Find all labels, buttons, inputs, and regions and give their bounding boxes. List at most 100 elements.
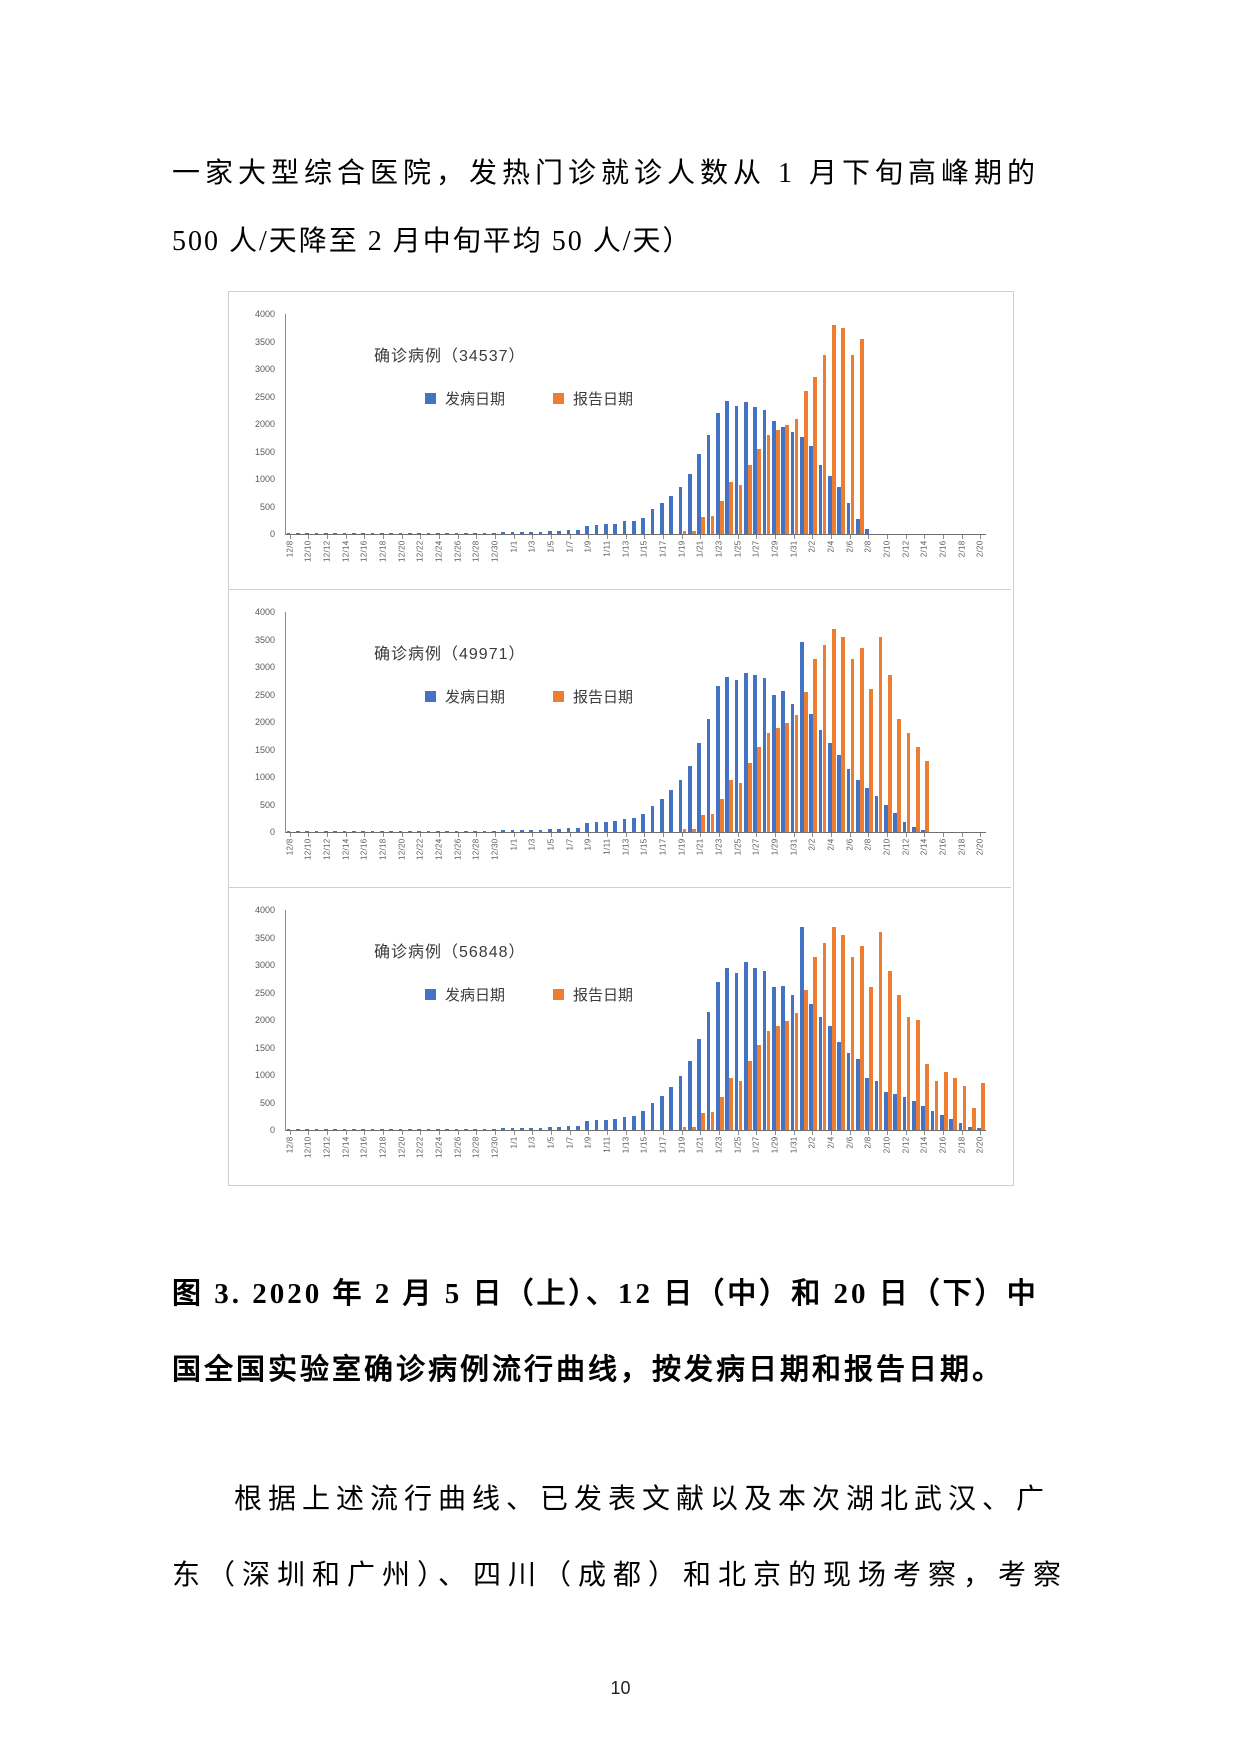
bar-onset-date [688,473,692,534]
bar-onset-date [641,517,646,534]
bar-onset-date [482,532,487,534]
bar-report-date [757,448,761,534]
x-axis-tick-mark [513,1131,515,1135]
x-axis-tick-mark [607,1131,608,1135]
x-axis-tick-mark [943,833,944,837]
paragraph-intro-line-2: 500 人/天降至 2 月中旬平均 50 人/天） [172,226,693,257]
legend-label-report: 报告日期 [573,987,634,1004]
legend-label-onset: 发病日期 [445,987,506,1004]
bar-onset-date [884,804,888,832]
figure-caption-line-2: 国全国实验室确诊病例流行曲线，按发病日期和报告日期。 [172,1354,1005,1386]
x-axis-tick-label: 12/18 [378,1136,388,1159]
x-axis-tick-mark [625,535,627,539]
x-axis-tick-mark [327,535,328,539]
x-axis-tick-mark [812,1131,814,1135]
bar-onset-date [632,520,636,534]
legend-item-report: 报告日期 [553,388,633,409]
x-axis-tick-label: 2/8 [863,540,873,553]
bar-onset-date [650,805,655,832]
bar-onset-date [940,1114,944,1130]
bar-report-date [682,1127,687,1130]
x-axis-tick-mark [327,833,328,837]
y-axis-tick-label: 3500 [254,634,275,645]
bar-report-date [822,645,827,832]
x-axis-tick-mark [383,833,384,837]
bar-onset-date [650,1102,655,1130]
bar-onset-date [501,830,506,832]
bar-onset-date [660,503,664,534]
y-axis-tick-label: 0 [269,1125,275,1135]
bar-onset-date [660,1095,664,1130]
bar-onset-date [408,1129,412,1130]
x-axis-tick-mark [681,1131,683,1135]
bar-onset-date [781,426,786,534]
x-axis-tick-label: 2/2 [807,1136,817,1149]
bar-onset-date [585,1121,590,1130]
x-axis-tick-mark [588,535,590,539]
x-axis-tick-label: 12/10 [303,1136,313,1159]
x-axis-tick-mark [719,535,720,539]
x-axis-tick-mark [476,833,478,837]
paragraph-intro-line-1: 一家大型综合医院，发热门诊就诊人数从 1 月下旬高峰期的 [172,158,1041,189]
chart-title: 确诊病例（56848） [374,944,526,961]
bar-report-date [860,338,864,534]
bar-onset-date [398,533,403,534]
bar-onset-date [333,533,338,534]
bar-onset-date [501,532,506,534]
bar-onset-date [370,1129,375,1130]
x-axis-tick-label: 12/24 [434,838,444,861]
bar-onset-date [613,523,618,534]
bar-onset-date [454,1129,459,1130]
bar-onset-date [389,533,394,534]
x-axis-tick-mark [756,535,758,539]
bar-report-date [888,970,892,1130]
x-axis-tick-mark [551,1131,552,1135]
x-axis-tick-label: 2/20 [975,540,985,558]
bar-onset-date [818,730,823,832]
bar-onset-date [352,1129,356,1130]
bar-onset-date [473,1128,478,1130]
figure-caption-line-1: 图 3. 2020 年 2 月 5 日（上）、12 日（中）和 20 日（下）中 [172,1278,1039,1310]
x-axis-tick-mark [401,535,403,539]
bar-report-date [841,934,845,1130]
bar-onset-date [520,1128,524,1130]
x-axis-tick-label: 2/14 [919,1136,929,1154]
bar-onset-date [566,828,571,832]
x-axis-tick-label: 1/17 [658,540,668,558]
bar-onset-date [548,531,552,534]
bar-report-date [776,727,780,832]
bar-onset-date [912,827,916,832]
x-axis-tick-label: 2/4 [826,1136,836,1149]
bar-onset-date [837,1042,842,1130]
bar-report-date [813,658,817,832]
chart-panel-feb12: 0 500 1000 1500 2000 2500 3000 3500 4000 12/8 12/… [229,590,1011,888]
bar-onset-date [380,1129,384,1130]
x-axis-tick-label: 2/2 [807,540,817,553]
bar-onset-date [286,831,291,832]
paragraph-body-line-1: 根据上述流行曲线、已发表文献以及本次湖北武汉、广 [234,1484,1051,1515]
bar-onset-date [865,788,870,832]
bar-onset-date [828,476,832,534]
bar-onset-date [604,1119,608,1130]
x-axis-tick-mark [793,833,795,837]
bar-onset-date [977,1128,982,1130]
x-axis-tick-label: 1/17 [658,838,668,856]
bar-report-date [785,723,789,832]
legend-swatch-onset-icon [425,691,436,702]
bar-report-date [925,760,929,832]
x-axis-tick-label: 2/6 [845,1136,855,1149]
x-axis-tick-label: 1/5 [546,1136,556,1149]
x-axis-tick-label: 12/30 [490,1136,500,1159]
y-axis-tick-label: 4000 [254,905,275,915]
bar-onset-date [697,742,702,832]
bar-onset-date [314,533,319,534]
bar-report-date [934,1080,939,1130]
bar-onset-date [921,830,926,832]
bar-onset-date [398,831,403,832]
chart-legend: 发病日期 报告日期 [425,984,633,1005]
plot-area [285,612,986,833]
bar-onset-date [856,1058,860,1130]
bar-report-date [738,1080,743,1130]
bar-onset-date [856,779,860,832]
bar-onset-date [902,822,907,832]
